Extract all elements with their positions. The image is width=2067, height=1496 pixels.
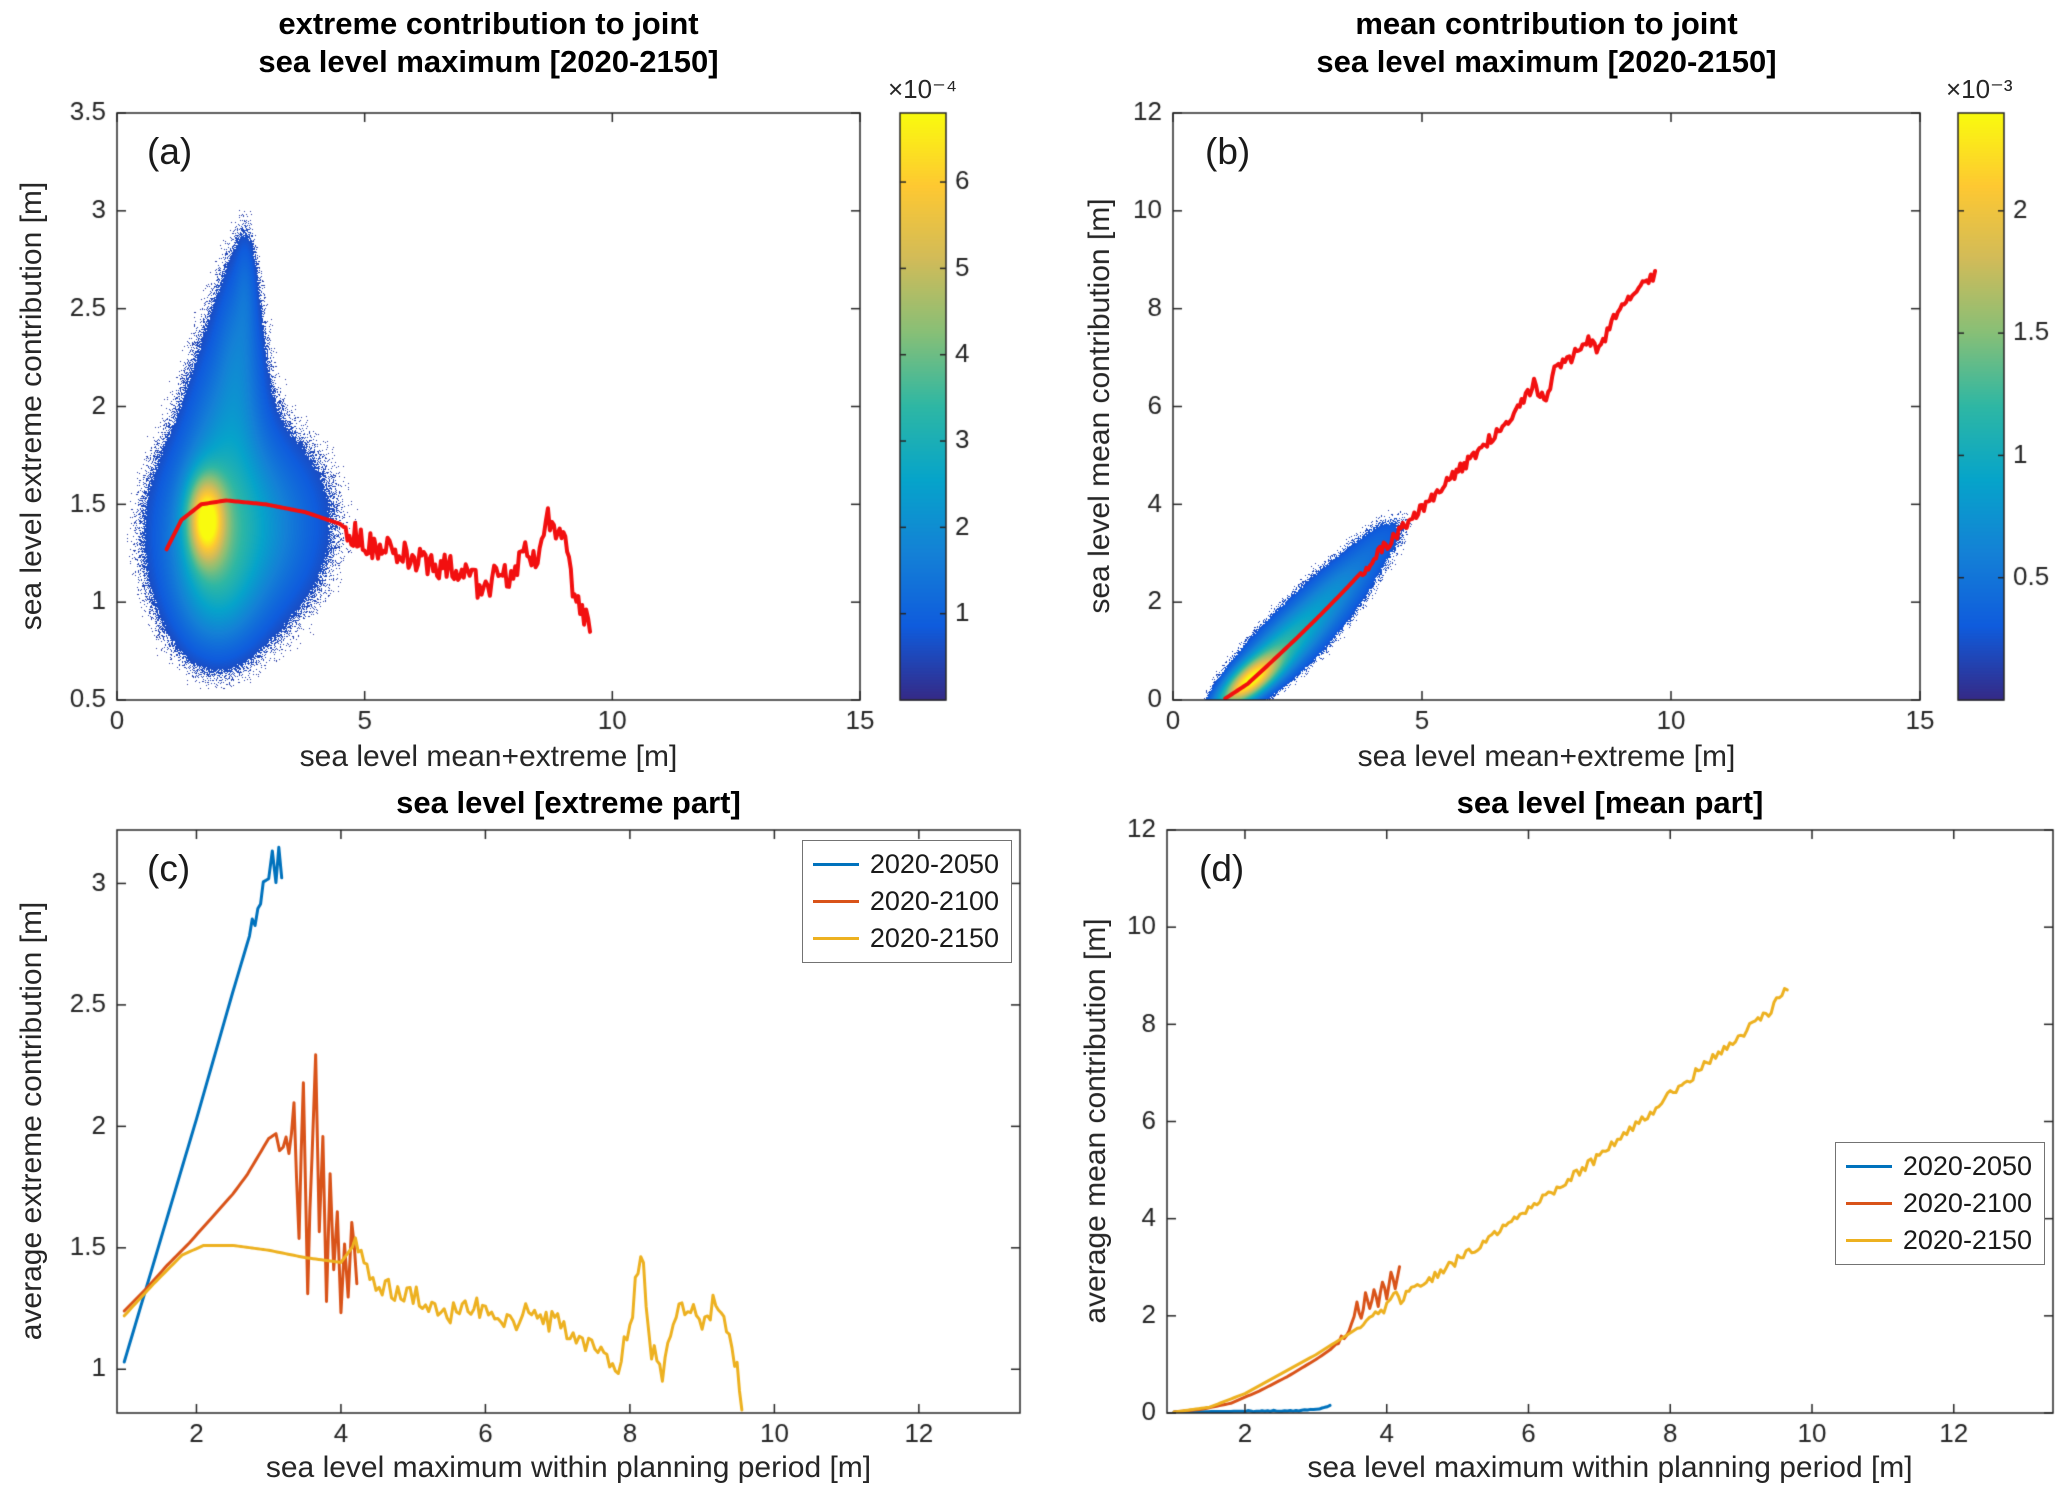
panel-b-letter: (b): [1205, 131, 1251, 172]
panel-a-title-line2: sea level maximum [2020-2150]: [258, 44, 719, 79]
panel-c-letter: (c): [147, 848, 191, 889]
legend-line-swatch: [1845, 1239, 1892, 1242]
panel-c-legend: 2020-2050 2020-2100 2020-2150: [801, 840, 1012, 963]
panel-a-xlabel: sea level mean+extreme [m]: [299, 740, 678, 773]
panel-d-xlabel: sea level maximum within planning period…: [1307, 1451, 1913, 1484]
panel-d-title: sea level [mean part]: [1456, 785, 1764, 820]
panel-c-ylabel: average extreme contribution [m]: [15, 901, 48, 1341]
legend-item: 2020-2050: [1845, 1148, 2032, 1185]
legend-label: 2020-2100: [869, 886, 999, 916]
panel-d-ylabel: average mean contribution [m]: [1079, 918, 1112, 1324]
panel-a-colorbar-scale: ×10⁻⁴: [888, 74, 957, 104]
panel-a-letter: (a): [147, 131, 193, 172]
legend-line-swatch: [812, 937, 859, 940]
legend-label: 2020-2050: [869, 849, 999, 879]
legend-line-swatch: [812, 863, 859, 866]
panel-b-title-line1: mean contribution to joint: [1355, 6, 1738, 41]
legend-label: 2020-2150: [1902, 1225, 2032, 1255]
legend-label: 2020-2100: [1902, 1188, 2032, 1218]
panel-b-title-line2: sea level maximum [2020-2150]: [1316, 44, 1777, 79]
panel-d-legend: 2020-2050 2020-2100 2020-2150: [1834, 1142, 2045, 1265]
panel-a-ylabel: sea level extreme contribution [m]: [15, 181, 48, 631]
legend-item: 2020-2100: [812, 883, 999, 920]
panel-b-colorbar-scale: ×10⁻³: [1946, 74, 2013, 104]
panel-b-ylabel: sea level mean contribution [m]: [1083, 198, 1116, 614]
legend-item: 2020-2100: [1845, 1185, 2032, 1222]
legend-label: 2020-2150: [869, 923, 999, 953]
panel-b-xlabel: sea level mean+extreme [m]: [1357, 740, 1736, 773]
legend-item: 2020-2150: [812, 920, 999, 957]
legend-line-swatch: [1845, 1165, 1892, 1168]
panel-c-xlabel: sea level maximum within planning period…: [265, 1451, 872, 1484]
legend-item: 2020-2150: [1845, 1222, 2032, 1259]
legend-line-swatch: [812, 900, 859, 903]
panel-a-title-line1: extreme contribution to joint: [278, 6, 699, 41]
panel-c-title: sea level [extreme part]: [396, 785, 741, 820]
panel-d-letter: (d): [1199, 848, 1245, 889]
legend-item: 2020-2050: [812, 846, 999, 883]
legend-label: 2020-2050: [1902, 1151, 2032, 1181]
legend-line-swatch: [1845, 1202, 1892, 1205]
